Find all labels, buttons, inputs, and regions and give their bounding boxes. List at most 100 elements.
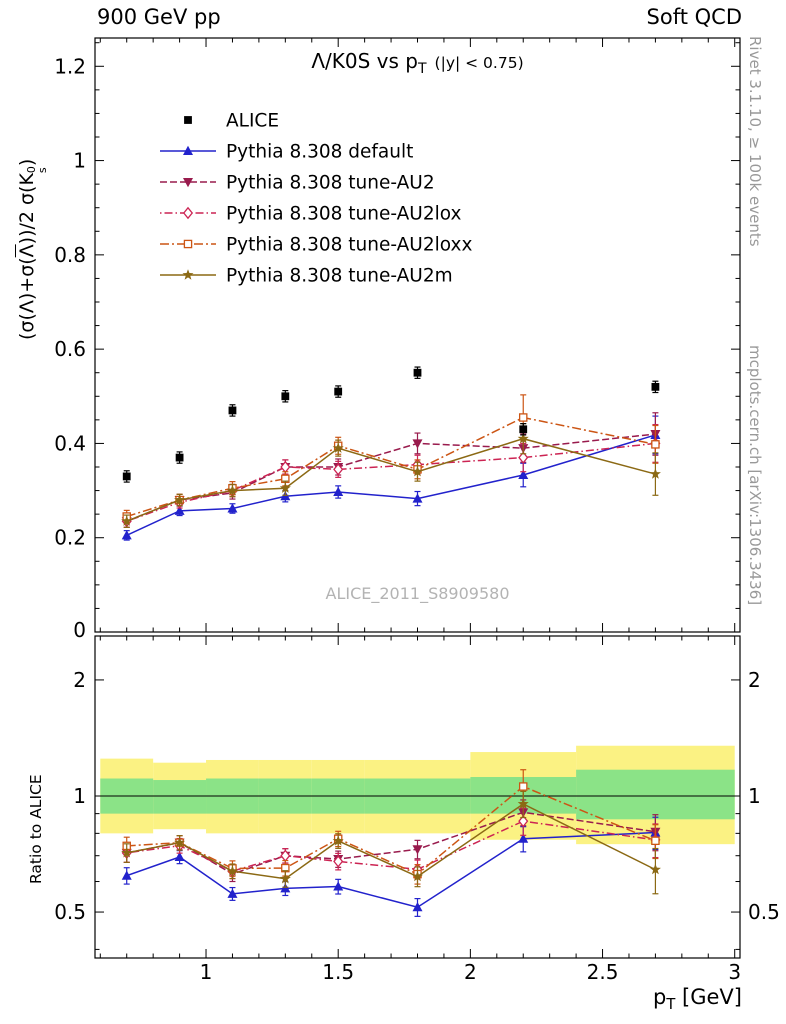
marker-triangle-up-filled bbox=[174, 505, 185, 515]
mcplots-arxiv-note: mcplots.cern.ch [arXiv:1306.3436] bbox=[746, 345, 764, 606]
marker-star-filled bbox=[226, 484, 238, 496]
main-y-tick-label: 0.8 bbox=[54, 243, 86, 267]
beam-energy-label: 900 GeV pp bbox=[97, 5, 221, 29]
marker-square-filled bbox=[184, 116, 192, 124]
marker-square-open bbox=[518, 413, 528, 422]
legend-label: ALICE bbox=[226, 111, 279, 132]
marker-square-filled bbox=[413, 368, 422, 377]
marker-triangle-up-filled bbox=[174, 851, 185, 862]
marker-triangle-down-filled bbox=[183, 178, 193, 188]
ratio-panel-frame bbox=[94, 635, 741, 959]
plot-title-sub: T bbox=[417, 61, 427, 77]
series-line bbox=[126, 416, 656, 518]
marker-star-filled bbox=[649, 863, 661, 875]
marker-diamond-open bbox=[333, 463, 344, 476]
marker-square-open bbox=[518, 782, 528, 791]
marker-triangle-up-filled bbox=[333, 486, 344, 496]
ylabel-lambda-bar: Λ bbox=[16, 244, 38, 258]
marker-star-filled bbox=[517, 432, 529, 444]
marker-star-filled bbox=[182, 269, 194, 280]
x-tick-label: 2 bbox=[464, 960, 477, 984]
marker-diamond-open bbox=[518, 451, 529, 464]
marker-square-filled bbox=[519, 425, 528, 434]
ylabel-part: (σ(Λ)+σ( bbox=[16, 257, 38, 340]
marker-square-open bbox=[183, 239, 193, 249]
ylabel-part: ))/2 σ(K bbox=[16, 173, 38, 245]
ratio-band-inner bbox=[576, 769, 735, 820]
marker-triangle-up-filled bbox=[227, 503, 238, 513]
marker-diamond-open bbox=[182, 206, 194, 220]
marker-triangle-up-filled bbox=[518, 833, 529, 843]
ratio-line bbox=[126, 785, 656, 875]
marker-star-filled bbox=[332, 442, 344, 453]
marker-square-filled bbox=[334, 387, 343, 396]
marker-star-filled bbox=[174, 836, 186, 848]
marker-triangle-up-filled bbox=[412, 902, 423, 912]
marker-star-filled bbox=[121, 515, 133, 526]
marker-square-filled bbox=[281, 392, 290, 401]
xlabel-unit: [GeV] bbox=[675, 985, 742, 1009]
legend-label: Pythia 8.308 tune-AU2m bbox=[226, 266, 453, 287]
main-y-tick-label: 1.2 bbox=[54, 54, 86, 78]
marker-diamond-open bbox=[518, 814, 529, 828]
marker-triangle-up-filled bbox=[333, 881, 344, 891]
x-tick-label: 2.5 bbox=[587, 960, 619, 984]
marker-star-filled bbox=[649, 468, 661, 479]
marker-diamond-open bbox=[333, 855, 344, 868]
main-y-tick-label: 1 bbox=[73, 149, 86, 173]
xlabel-sub: T bbox=[666, 996, 676, 1014]
marker-star-filled bbox=[411, 870, 424, 882]
ylabel-part: ) bbox=[16, 158, 38, 167]
marker-star-filled bbox=[517, 798, 529, 809]
marker-triangle-up-filled bbox=[121, 870, 132, 880]
ratio-y-tick-label-left: 0.5 bbox=[54, 900, 86, 924]
marker-triangle-up-filled bbox=[183, 145, 193, 155]
marker-square-filled bbox=[122, 472, 131, 481]
marker-square-open bbox=[651, 836, 660, 846]
marker-star-filled bbox=[174, 494, 186, 505]
marker-star-filled bbox=[279, 482, 291, 493]
main-y-axis-label: (σ(Λ)+σ(Λ))/2 σ(K 0 s) bbox=[16, 158, 49, 340]
marker-star-filled bbox=[226, 865, 238, 876]
marker-star-filled bbox=[121, 847, 133, 858]
ratio-line bbox=[126, 803, 656, 880]
plot-title: Λ/K0S vs pT (|y| < 0.75) bbox=[95, 49, 740, 77]
x-tick-label: 1.5 bbox=[322, 960, 354, 984]
main-y-tick-label: 0 bbox=[73, 618, 86, 642]
x-tick-label: 3 bbox=[728, 960, 741, 984]
main-y-tick-label: 0.6 bbox=[54, 337, 86, 361]
ratio-y-axis-label: Ratio to ALICE bbox=[27, 774, 45, 884]
legend-label: Pythia 8.308 default bbox=[226, 142, 413, 163]
ratio-y-tick-label-left: 2 bbox=[73, 668, 86, 692]
ratio-band-inner bbox=[153, 780, 207, 814]
series-line bbox=[126, 434, 656, 537]
marker-triangle-down-filled bbox=[412, 845, 423, 855]
rivet-version-note: Rivet 3.1.10, ≥ 100k events bbox=[746, 36, 764, 247]
ratio-y-tick-label-right: 2 bbox=[748, 668, 761, 692]
main-y-tick-label: 0.4 bbox=[54, 431, 86, 455]
xlabel-main: p bbox=[653, 985, 667, 1009]
ratio-y-tick-label-right: 1 bbox=[748, 784, 761, 808]
marker-star-filled bbox=[411, 465, 424, 477]
ylabel-sub: s bbox=[36, 167, 49, 174]
legend-label: Pythia 8.308 tune-AU2loxx bbox=[226, 235, 472, 256]
ratio-y-tick-label-left: 1 bbox=[73, 784, 86, 808]
x-tick-label: 1 bbox=[200, 960, 213, 984]
ratio-y-tick-label-right: 0.5 bbox=[748, 900, 780, 924]
process-group-label: Soft QCD bbox=[646, 5, 742, 29]
legend-label: Pythia 8.308 tune-AU2lox bbox=[226, 204, 461, 225]
marker-triangle-up-filled bbox=[518, 469, 529, 480]
marker-square-filled bbox=[651, 382, 660, 391]
marker-square-filled bbox=[175, 453, 184, 462]
main-y-tick-label: 0.2 bbox=[54, 526, 86, 550]
series-line bbox=[126, 437, 656, 522]
legend-label: Pythia 8.308 tune-AU2 bbox=[226, 173, 435, 194]
ratio-line bbox=[126, 820, 656, 872]
marker-star-filled bbox=[279, 872, 291, 884]
plot-title-cut: (|y| < 0.75) bbox=[434, 54, 524, 72]
marker-star-filled bbox=[332, 835, 344, 846]
marker-triangle-up-filled bbox=[121, 530, 132, 540]
